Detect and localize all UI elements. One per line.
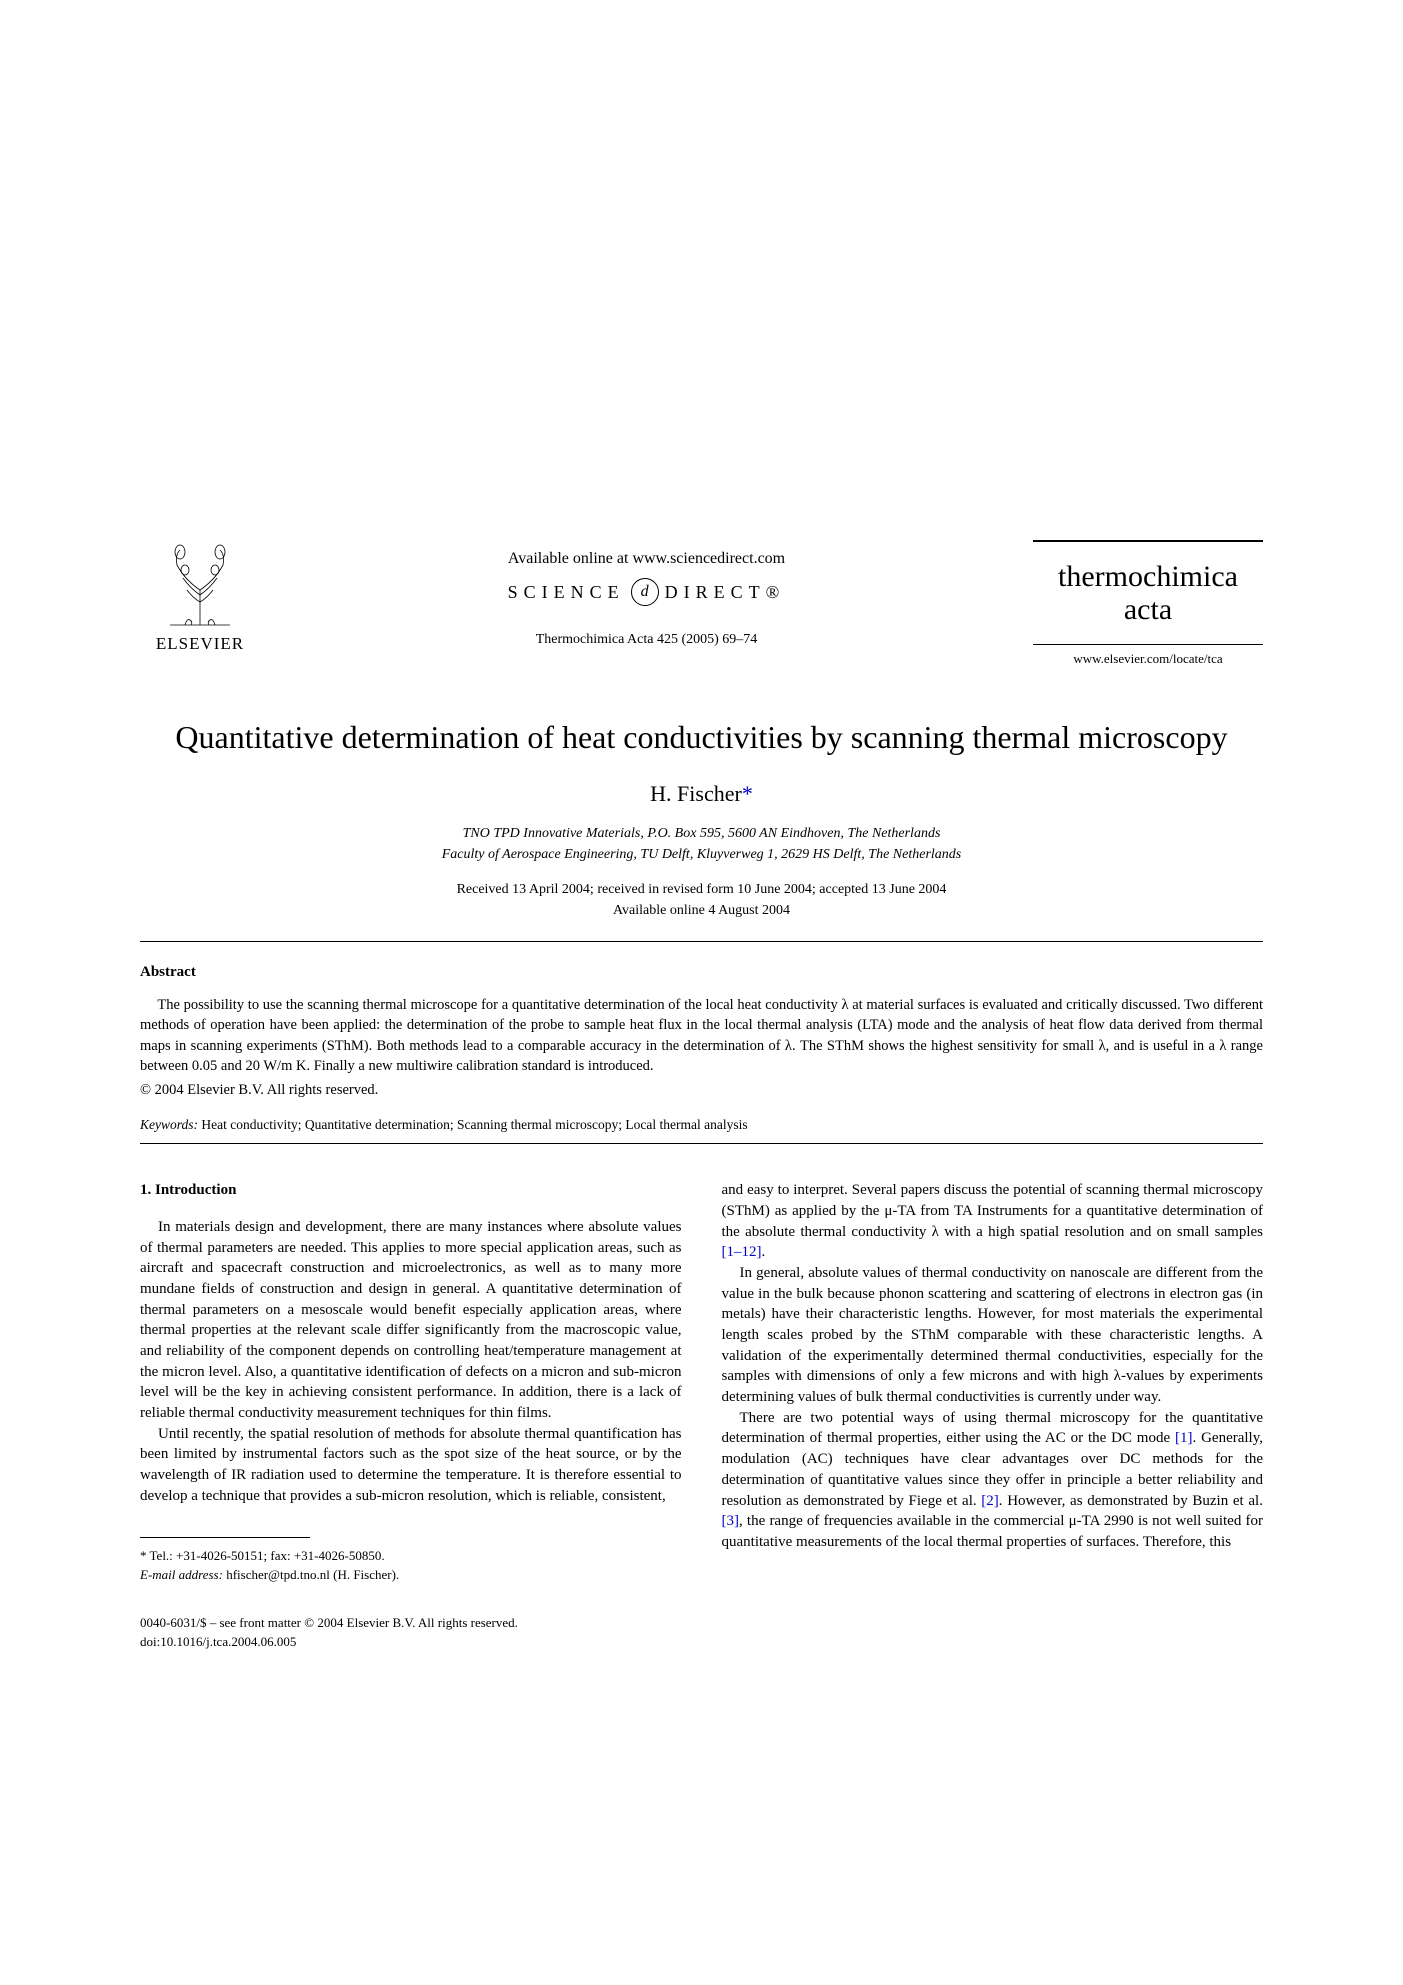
footnote-email-value: hfischer@tpd.tno.nl (H. Fischer). — [223, 1567, 399, 1582]
journal-top-rule — [1033, 540, 1263, 542]
ref-link-3[interactable]: [3] — [722, 1513, 740, 1529]
affiliation-2: Faculty of Aerospace Engineering, TU Del… — [140, 844, 1263, 865]
intro-paragraph-3: In general, absolute values of thermal c… — [722, 1263, 1264, 1408]
sciencedirect-left: SCIENCE — [508, 582, 625, 603]
column-left: 1. Introduction In materials design and … — [140, 1180, 682, 1584]
footnote-email: E-mail address: hfischer@tpd.tno.nl (H. … — [140, 1565, 682, 1585]
column-right: and easy to interpret. Several papers di… — [722, 1180, 1264, 1584]
citation-text: Thermochimica Acta 425 (2005) 69–74 — [536, 632, 758, 648]
section-1-heading: 1. Introduction — [140, 1180, 682, 1201]
footnotes: * Tel.: +31-4026-50151; fax: +31-4026-50… — [140, 1546, 682, 1585]
p4-d: , the range of frequencies available in … — [722, 1513, 1264, 1550]
elsevier-tree-logo — [155, 540, 245, 630]
footnote-email-label: E-mail address: — [140, 1567, 223, 1582]
dates-received: Received 13 April 2004; received in revi… — [140, 879, 1263, 900]
p2cont-b: . — [762, 1244, 766, 1260]
intro-paragraph-4: There are two potential ways of using th… — [722, 1408, 1264, 1553]
front-matter-line: 0040-6031/$ – see front matter © 2004 El… — [140, 1613, 1263, 1633]
p2cont-a: and easy to interpret. Several papers di… — [722, 1182, 1264, 1239]
page-container: ELSEVIER Available online at www.science… — [0, 0, 1403, 1752]
sciencedirect-logo: SCIENCE d DIRECT® — [508, 578, 786, 606]
keywords-text: Heat conductivity; Quantitative determin… — [198, 1117, 748, 1132]
intro-paragraph-2: Until recently, the spatial resolution o… — [140, 1424, 682, 1507]
intro-paragraph-1: In materials design and development, the… — [140, 1217, 682, 1424]
ref-link-1-12[interactable]: [1–12] — [722, 1244, 762, 1260]
author-corresponding-marker[interactable]: * — [742, 781, 753, 806]
header-center: Available online at www.sciencedirect.co… — [260, 540, 1033, 648]
divider-bottom — [140, 1143, 1263, 1144]
body-columns: 1. Introduction In materials design and … — [140, 1180, 1263, 1584]
footnote-tel: * Tel.: +31-4026-50151; fax: +31-4026-50… — [140, 1546, 682, 1566]
dates-online: Available online 4 August 2004 — [140, 900, 1263, 921]
publisher-name: ELSEVIER — [156, 634, 244, 654]
abstract-heading: Abstract — [140, 964, 1263, 981]
keywords-label: Keywords: — [140, 1117, 198, 1132]
ref-link-2[interactable]: [2] — [981, 1493, 999, 1509]
sciencedirect-right: DIRECT® — [665, 582, 786, 603]
header-row: ELSEVIER Available online at www.science… — [140, 540, 1263, 667]
journal-title: thermochimica acta — [1033, 560, 1263, 626]
sciencedirect-d-icon: d — [631, 578, 659, 606]
p4-c: . However, as demonstrated by Buzin et a… — [999, 1493, 1263, 1509]
abstract-body: The possibility to use the scanning ther… — [140, 995, 1263, 1076]
author-name: H. Fischer — [650, 781, 742, 806]
author-line: H. Fischer* — [140, 781, 1263, 807]
divider-top — [140, 941, 1263, 942]
available-online-text: Available online at www.sciencedirect.co… — [508, 550, 785, 568]
publisher-block: ELSEVIER — [140, 540, 260, 654]
footnote-rule — [140, 1537, 310, 1538]
ref-link-1[interactable]: [1] — [1175, 1430, 1193, 1446]
journal-url[interactable]: www.elsevier.com/locate/tca — [1033, 651, 1263, 667]
keywords-line: Keywords: Heat conductivity; Quantitativ… — [140, 1117, 1263, 1133]
intro-paragraph-2-cont: and easy to interpret. Several papers di… — [722, 1180, 1264, 1263]
article-title: Quantitative determination of heat condu… — [140, 717, 1263, 757]
abstract-copyright: © 2004 Elsevier B.V. All rights reserved… — [140, 1082, 1263, 1099]
journal-block: thermochimica acta www.elsevier.com/loca… — [1033, 540, 1263, 667]
journal-bottom-rule — [1033, 644, 1263, 645]
bottom-matter: 0040-6031/$ – see front matter © 2004 El… — [140, 1613, 1263, 1652]
doi-line: doi:10.1016/j.tca.2004.06.005 — [140, 1632, 1263, 1652]
affiliations: TNO TPD Innovative Materials, P.O. Box 5… — [140, 823, 1263, 865]
affiliation-1: TNO TPD Innovative Materials, P.O. Box 5… — [140, 823, 1263, 844]
article-dates: Received 13 April 2004; received in revi… — [140, 879, 1263, 921]
